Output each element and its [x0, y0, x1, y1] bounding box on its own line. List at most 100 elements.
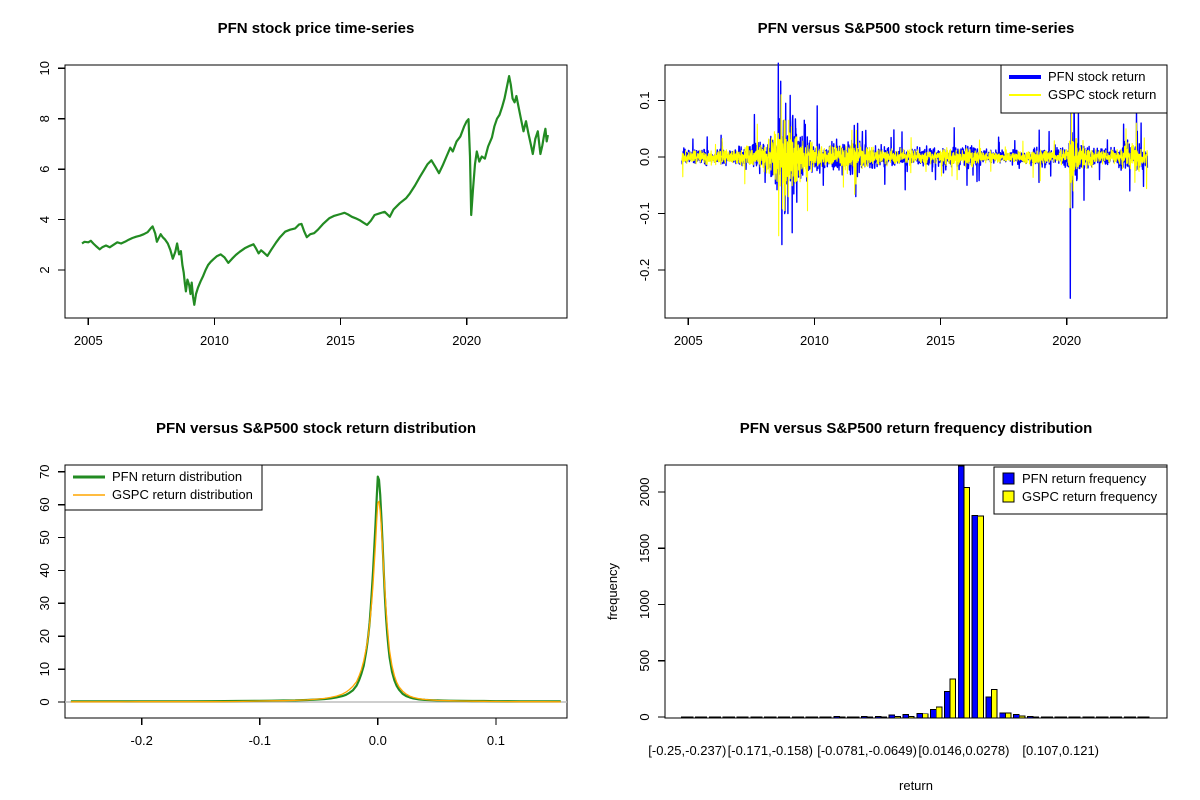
y-tick-label: 20 — [37, 629, 52, 643]
x-tick-label: 2015 — [326, 333, 355, 348]
pfn-frequency-bar — [861, 716, 868, 719]
x-axis-title: return — [899, 778, 933, 793]
pfn-frequency-bar — [971, 515, 979, 719]
y-tick-label: 0 — [637, 713, 652, 720]
legend-box-sample — [1002, 472, 1015, 485]
legend-item-label: GSPC return distribution — [112, 487, 253, 502]
gspc-return-line — [681, 94, 1148, 237]
y-tick-label: 10 — [37, 662, 52, 676]
gspc-frequency-bar — [1004, 712, 1012, 719]
gspc-frequency-bar — [894, 716, 901, 719]
x-axis: 2005 2010 2015 2020 — [674, 318, 1081, 348]
pfn-frequency-bar — [1109, 716, 1117, 719]
legend-item-label: PFN return frequency — [1022, 471, 1147, 486]
x-tick-label: 0.0 — [369, 733, 387, 748]
legend-item-label: PFN stock return — [1048, 69, 1146, 84]
gspc-frequency-bar — [991, 688, 998, 719]
gspc-frequency-bar — [949, 678, 957, 719]
pfn-frequency-bar — [791, 716, 799, 719]
y-tick-label: 8 — [37, 115, 52, 122]
gspc-frequency-bar — [769, 716, 777, 719]
gspc-frequency-bar — [783, 716, 791, 719]
gspc-frequency-bar — [825, 716, 832, 719]
gspc-frequency-bar — [1115, 716, 1123, 719]
chart-title: PFN stock price time-series — [218, 20, 415, 37]
x-tick-label: [-0.171,-0.158) — [728, 743, 813, 758]
plot-border — [64, 464, 568, 719]
pfn-frequency-bar — [888, 714, 896, 719]
pfn-frequency-bar — [736, 716, 744, 719]
pfn-frequency-bar — [1013, 714, 1020, 719]
y-axis: 0 500 1000 1500 2000 — [637, 478, 665, 721]
pfn-frequency-bar — [833, 715, 840, 719]
x-tick-label: [0.0146,0.0278) — [918, 743, 1009, 758]
y-axis: 0.1 0.0 -0.1 -0.2 — [637, 91, 665, 281]
x-tick-label: -0.2 — [130, 733, 152, 748]
x-tick-label: 2020 — [452, 333, 481, 348]
gspc-frequency-bar — [935, 706, 943, 719]
gspc-frequency-bar — [1046, 716, 1053, 719]
gspc-frequency-bar — [1032, 716, 1040, 719]
chart-title: PFN versus S&P500 stock return distribut… — [156, 420, 476, 437]
y-tick-label: 70 — [37, 464, 52, 478]
y-tick-label: 0 — [37, 698, 52, 705]
x-tick-label: 2015 — [926, 333, 955, 348]
pfn-frequency-bar — [930, 708, 937, 719]
legend: PFN return distribution GSPC return distr… — [64, 464, 263, 511]
pfn-frequency-bar — [944, 690, 951, 719]
gspc-frequency-bar — [908, 715, 915, 719]
pfn-frequency-bar — [708, 716, 716, 719]
y-tick-label: 0.1 — [637, 91, 652, 109]
x-tick-label: 0.1 — [487, 733, 505, 748]
plot-border — [664, 464, 1168, 719]
pfn-frequency-bar — [985, 696, 993, 719]
gspc-frequency-bar — [838, 716, 846, 719]
y-tick-label: 6 — [37, 166, 52, 173]
legend: PFN stock return GSPC stock return — [1000, 64, 1168, 114]
y-tick-label: 2 — [37, 266, 52, 273]
gspc-frequency-bar — [1101, 716, 1109, 719]
pfn-frequency-bar — [778, 716, 785, 719]
pfn-frequency-bar — [916, 713, 923, 719]
pfn-frequency-bar — [1096, 716, 1103, 719]
y-tick-label: 1000 — [637, 590, 652, 619]
gspc-frequency-bar — [1060, 716, 1067, 719]
gspc-frequency-bar — [797, 716, 804, 719]
y-axis: 2 4 6 8 10 — [37, 61, 65, 274]
gspc-frequency-bar — [755, 716, 763, 719]
pfn-frequency-bar — [819, 716, 827, 719]
pfn-frequency-bar — [1082, 716, 1089, 719]
pfn-frequency-bar — [874, 715, 882, 719]
x-tick-label: [0.107,0.121) — [1022, 743, 1099, 758]
gspc-frequency-bar — [714, 716, 722, 719]
pfn-frequency-bar — [902, 714, 910, 719]
gspc-frequency-bar — [1129, 716, 1136, 719]
y-tick-label: 2000 — [637, 478, 652, 507]
pfn-frequency-bar — [847, 716, 854, 719]
pfn-frequency-bar — [1123, 716, 1131, 719]
x-tick-label: 2020 — [1052, 333, 1081, 348]
y-tick-label: 10 — [37, 61, 52, 75]
plot-border — [64, 64, 568, 319]
y-tick-label: -0.1 — [637, 202, 652, 224]
legend-item-label: GSPC return frequency — [1022, 489, 1158, 504]
pfn-frequency-bar — [1054, 716, 1062, 719]
y-tick-label: 4 — [37, 216, 52, 223]
y-tick-label: 30 — [37, 596, 52, 610]
legend-item-label: PFN return distribution — [112, 469, 242, 484]
bars — [681, 465, 1150, 719]
x-axis: -0.2 -0.1 0.0 0.1 — [130, 718, 505, 748]
pfn-frequency-bar — [681, 716, 688, 719]
x-axis: [-0.25,-0.237) [-0.171,-0.158) [-0.0781,-0… — [648, 743, 1099, 793]
gspc-frequency-bar — [686, 716, 694, 719]
y-tick-label: 500 — [637, 650, 652, 672]
gspc-frequency-bar — [866, 716, 874, 719]
gspc-frequency-bar — [1087, 716, 1095, 719]
gspc-frequency-bar — [742, 716, 749, 719]
legend-box — [64, 464, 263, 511]
gspc-frequency-bar — [1143, 716, 1150, 719]
y-tick-label: 40 — [37, 563, 52, 577]
legend: PFN return frequency GSPC return frequenc… — [993, 466, 1168, 515]
pfn-frequency-bar — [1137, 716, 1145, 719]
pfn-frequency-bar — [764, 716, 771, 719]
